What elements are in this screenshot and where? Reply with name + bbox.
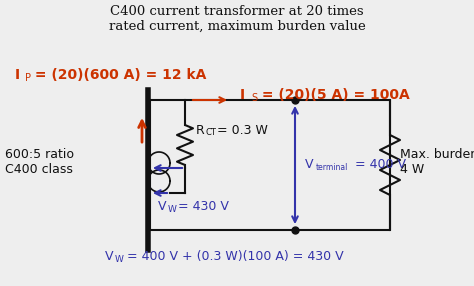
Text: = 400 V + (0.3 W)(100 A) = 430 V: = 400 V + (0.3 W)(100 A) = 430 V <box>123 250 344 263</box>
Text: = (20)(5 A) = 100A: = (20)(5 A) = 100A <box>257 88 410 102</box>
Text: C400 current transformer at 20 times
rated current, maximum burden value: C400 current transformer at 20 times rat… <box>109 5 365 33</box>
Text: CT: CT <box>206 128 217 137</box>
Text: Max. burden
4 W: Max. burden 4 W <box>400 148 474 176</box>
Text: W: W <box>115 255 124 264</box>
Text: = 400 V: = 400 V <box>351 158 406 171</box>
Text: V: V <box>305 158 313 171</box>
Text: V: V <box>158 200 166 213</box>
Text: R: R <box>196 124 205 137</box>
Text: I: I <box>15 68 20 82</box>
Text: V: V <box>105 250 113 263</box>
Text: I: I <box>240 88 245 102</box>
Text: S: S <box>251 93 257 103</box>
Text: terminal: terminal <box>316 163 348 172</box>
Text: = 430 V: = 430 V <box>174 200 229 213</box>
Text: 600:5 ratio
C400 class: 600:5 ratio C400 class <box>5 148 74 176</box>
Text: P: P <box>25 73 31 83</box>
Text: = 0.3 W: = 0.3 W <box>213 124 268 137</box>
Text: W: W <box>168 205 177 214</box>
Text: = (20)(600 A) = 12 kA: = (20)(600 A) = 12 kA <box>30 68 206 82</box>
